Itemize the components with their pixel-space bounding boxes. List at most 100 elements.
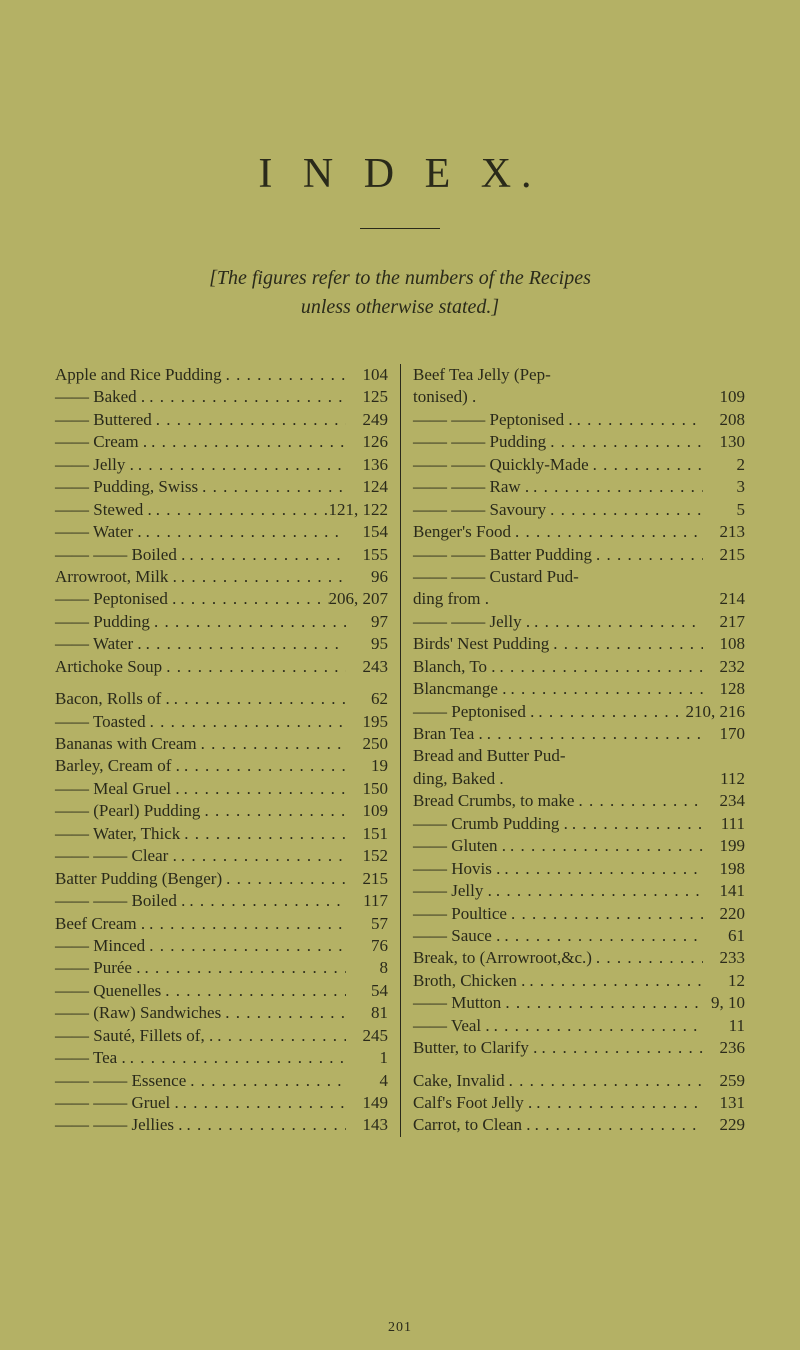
entry-leader-dots (177, 845, 346, 867)
entry-label: —— —— Pudding (413, 431, 546, 453)
entry-page: 143 (346, 1114, 388, 1136)
entry-page: 96 (346, 566, 388, 588)
entry-leader-dots (183, 1114, 347, 1136)
index-entry: —— —— Jelly .217 (413, 611, 745, 633)
index-entry: Break, to (Arrowroot,&c.)233 (413, 947, 745, 969)
entry-label: Bread Crumbs, to make (413, 790, 574, 812)
entry-label: —— (Raw) Sandwiches (55, 1002, 221, 1024)
entry-leader-dots (170, 688, 346, 710)
entry-label: —— Meal Gruel . (55, 778, 180, 800)
entry-label: —— —— Essence (55, 1070, 186, 1092)
entry-label: Beef Tea Jelly (Pep- (413, 364, 551, 386)
entry-label: Cake, Invalid (413, 1070, 505, 1092)
index-entry: Carrot, to Clean .229 (413, 1114, 745, 1136)
index-entry: —— Sauce .61 (413, 925, 745, 947)
entry-page: 2 (703, 454, 745, 476)
index-entry: —— Jelly .141 (413, 880, 745, 902)
index-entry: —— Quenelles54 (55, 980, 388, 1002)
entry-page: 243 (346, 656, 388, 678)
index-entry: Bread Crumbs, to make 234 (413, 790, 745, 812)
intro-line-2: unless otherwise stated.] (301, 296, 499, 318)
index-entry: Bran Tea .170 (413, 723, 745, 745)
entry-leader-dots (546, 431, 703, 453)
entry-label: Blancmange . (413, 678, 506, 700)
entry-label: Artichoke Soup (55, 656, 162, 678)
entry-leader-dots (506, 835, 703, 857)
entry-leader-dots (142, 521, 346, 543)
index-entry: Calf's Foot Jelly .131 (413, 1092, 745, 1114)
entry-page: 154 (346, 521, 388, 543)
index-entry: —— Toasted195 (55, 711, 388, 733)
entry-leader-dots (213, 1025, 346, 1047)
index-entry: Batter Pudding (Benger)215 (55, 868, 388, 890)
index-entry: Beef Cream .57 (55, 913, 388, 935)
entry-label: —— Buttered (55, 409, 152, 431)
entry-leader-dots (161, 980, 346, 1002)
entry-page: 124 (346, 476, 388, 498)
index-entry: —— Jelly .136 (55, 454, 388, 476)
entry-label: —— Hovis . (413, 858, 500, 880)
entry-label: —— —— Custard Pud- (413, 566, 579, 588)
entry-leader-dots (592, 947, 703, 969)
entry-leader-dots (180, 755, 346, 777)
entry-label: Butter, to Clarify . (413, 1037, 537, 1059)
page: I N D E X. [The figures refer to the num… (0, 0, 800, 1350)
index-entry: Bacon, Rolls of .62 (55, 688, 388, 710)
entry-leader-dots (185, 544, 346, 566)
entry-page: 234 (703, 790, 745, 812)
entry-label: —— —— Jellies . (55, 1114, 183, 1136)
index-entry: —— Meal Gruel .150 (55, 778, 388, 800)
entry-page: 81 (346, 1002, 388, 1024)
entry-leader-dots (546, 499, 703, 521)
entry-label: —— —— Batter Pudding (413, 544, 592, 566)
entry-page: 111 (703, 813, 745, 835)
entry-label: Bran Tea . (413, 723, 483, 745)
entry-page: 152 (346, 845, 388, 867)
entry-leader-dots (142, 633, 346, 655)
index-entry: —— Buttered249 (55, 409, 388, 431)
entry-label: Blanch, To . (413, 656, 496, 678)
entry-label: —— Water . (55, 633, 142, 655)
entry-page: 210, 216 (686, 701, 746, 723)
entry-leader-dots (152, 499, 329, 521)
entry-label: —— Purée . (55, 957, 140, 979)
entry-page: 5 (703, 499, 745, 521)
index-entry: —— Baked .125 (55, 386, 388, 408)
index-entry: —— —— Gruel .149 (55, 1092, 388, 1114)
entry-leader-dots (222, 868, 346, 890)
entry-leader-dots (185, 890, 346, 912)
index-columns: Apple and Rice Pudding104—— Baked .125——… (0, 364, 800, 1137)
entry-page: 259 (703, 1070, 745, 1092)
index-entry: —— —— Boiled .117 (55, 890, 388, 912)
index-entry: —— Water .154 (55, 521, 388, 543)
index-entry: Bananas with Cream250 (55, 733, 388, 755)
entry-page: 3 (703, 476, 745, 498)
entry-page: 236 (703, 1037, 745, 1059)
index-entry: —— —— Batter Pudding215 (413, 544, 745, 566)
index-entry: Bread and Butter Pud- (413, 745, 745, 767)
entry-leader-dots (198, 476, 346, 498)
index-entry: —— Crumb Pudding .111 (413, 813, 745, 835)
entry-label: ding from . (413, 588, 489, 610)
index-column-left: Apple and Rice Pudding104—— Baked .125——… (55, 364, 400, 1137)
index-entry: —— —— Peptonised .208 (413, 409, 745, 431)
index-entry: —— —— Quickly-Made2 (413, 454, 745, 476)
entry-leader-dots (531, 1114, 703, 1136)
entry-leader-dots (507, 903, 703, 925)
index-entry: —— Tea .1 (55, 1047, 388, 1069)
entry-page: 213 (703, 521, 745, 543)
index-entry: —— —— Savoury5 (413, 499, 745, 521)
index-entry: Birds' Nest Pudding108 (413, 633, 745, 655)
entry-page: 131 (703, 1092, 745, 1114)
entry-leader-dots (500, 858, 703, 880)
entry-page: 155 (346, 544, 388, 566)
entry-label: —— Toasted (55, 711, 146, 733)
entry-label: —— Water, Thick (55, 823, 180, 845)
entry-leader-dots (177, 566, 346, 588)
entry-label: Barley, Cream of . (55, 755, 180, 777)
entry-label: —— Mutton (413, 992, 501, 1014)
index-entry: Benger's Food213 (413, 521, 745, 543)
entry-label: —— (Pearl) Pudding (55, 800, 200, 822)
entry-gap (413, 1060, 745, 1070)
entry-label: Arrowroot, Milk . (55, 566, 177, 588)
